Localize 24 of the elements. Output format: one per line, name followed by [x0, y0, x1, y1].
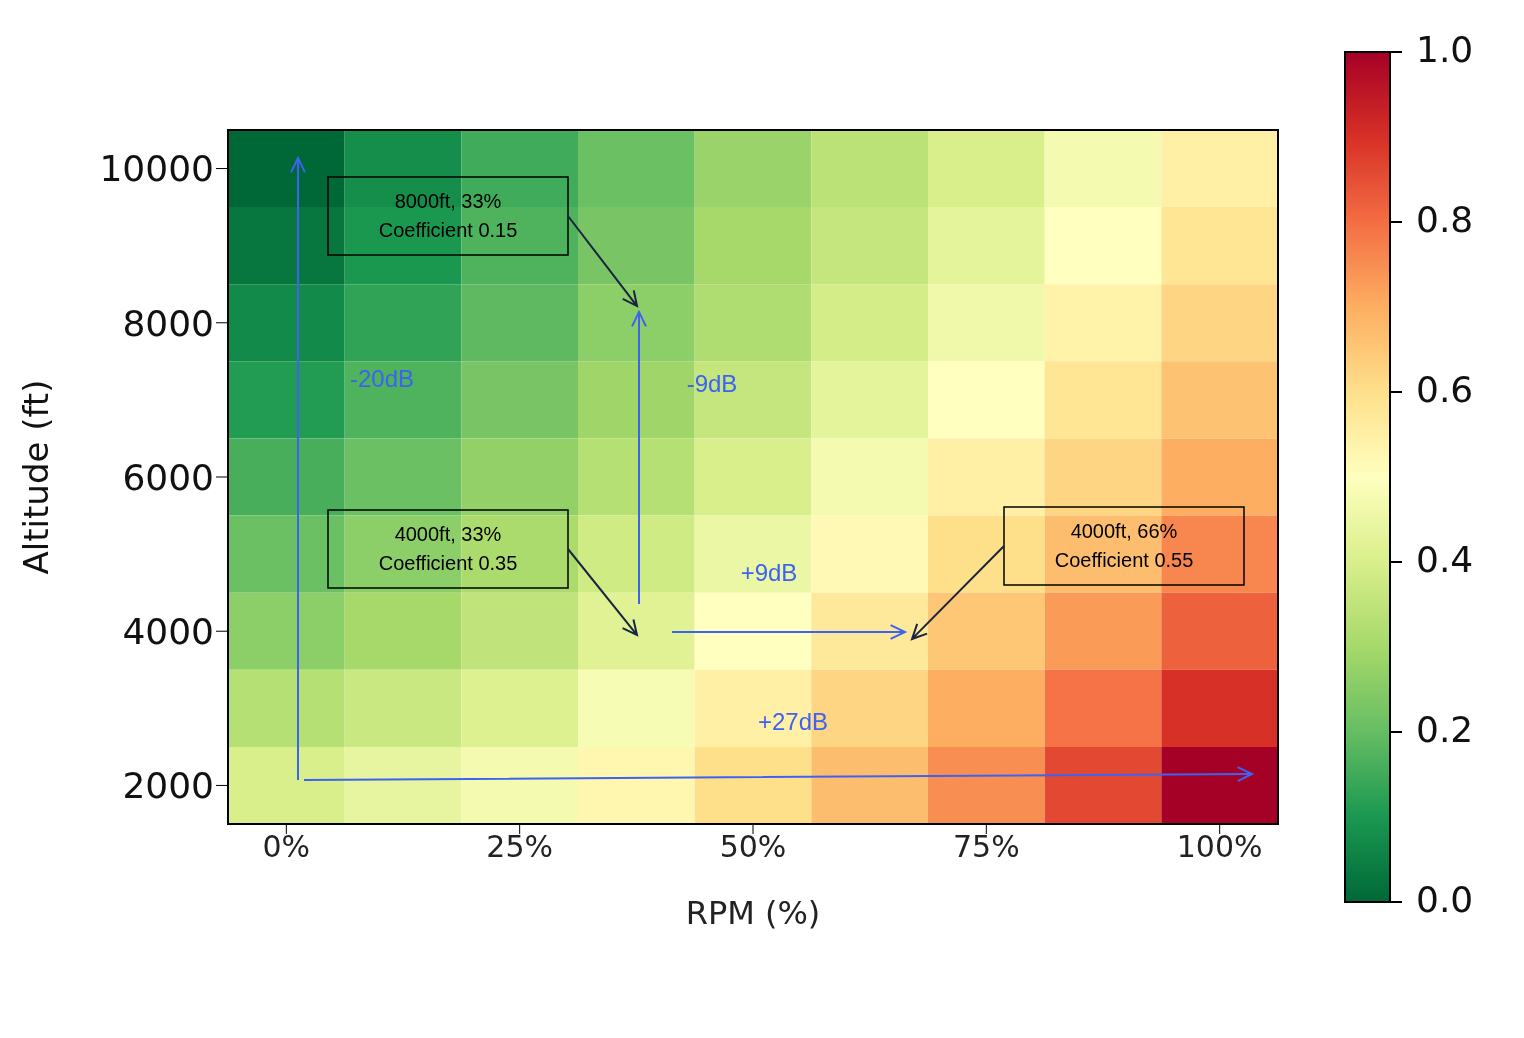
annotation: 4000ft, 66% Coefficient 0.55	[1054, 520, 1194, 571]
y-tick-label: 8000	[122, 302, 214, 344]
y-tick-label: 4000	[122, 611, 214, 652]
color-bar-label: 0.6	[1416, 369, 1474, 410]
color-bar-label: 1.0	[1416, 29, 1474, 70]
annotation: -9dB	[686, 370, 738, 398]
x-tick-label: 25%	[486, 829, 554, 865]
annotation: -20dB	[349, 365, 415, 393]
y-tick-label: 2000	[122, 765, 214, 807]
annotation: 4000ft, 33% Coefficient 0.35	[378, 523, 518, 574]
y-axis-title: Altitude (ft)	[16, 379, 57, 575]
annotation: +9dB	[740, 559, 798, 587]
color-bar-label: 0.8	[1416, 199, 1474, 240]
y-tick-label: 10000	[99, 148, 214, 190]
color-bar-label: 0.4	[1416, 539, 1474, 580]
x-tick-label: 0%	[262, 829, 311, 865]
annotation: +27dB	[757, 708, 829, 736]
x-axis-title: RPM (%)	[685, 894, 821, 932]
x-tick-label: 75%	[952, 829, 1020, 865]
color-bar-label: 0.0	[1416, 879, 1474, 920]
color-bar-label: 0.2	[1416, 709, 1474, 750]
y-tick-label: 6000	[122, 456, 214, 498]
x-tick-label: 100%	[1176, 829, 1263, 865]
x-tick-label: 50%	[719, 829, 787, 865]
